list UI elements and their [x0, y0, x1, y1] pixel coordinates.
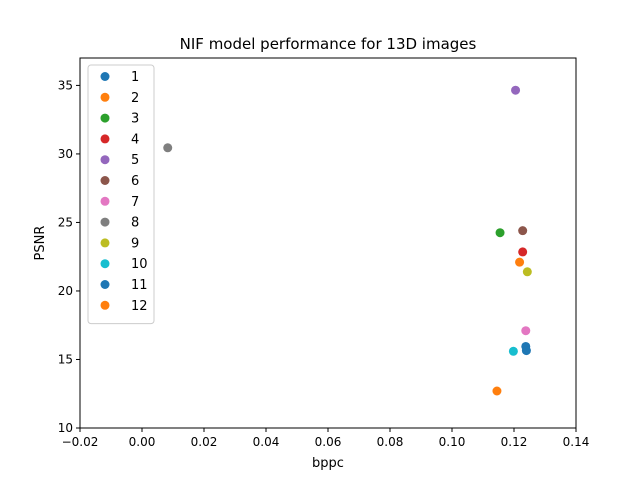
legend-label-9: 9 — [131, 236, 139, 251]
data-point-7 — [521, 326, 531, 336]
legend-marker-11 — [100, 280, 110, 289]
data-point-4 — [518, 247, 528, 257]
x-tick-label: 0.04 — [253, 435, 280, 449]
data-point-12 — [492, 386, 502, 396]
x-axis-ticks: −0.02 0.00 0.02 0.04 0.06 0.08 0.10 0.12 0.14 — [62, 428, 590, 449]
data-point-5 — [511, 85, 521, 95]
legend-marker-4 — [100, 134, 110, 144]
legend-label-5: 5 — [131, 153, 139, 168]
legend-marker-8 — [100, 217, 110, 227]
x-tick-label: 0.10 — [439, 435, 466, 449]
x-axis-label: bppc — [312, 456, 344, 471]
y-tick-label: 20 — [58, 284, 73, 298]
data-point-11 — [521, 346, 531, 356]
y-tick-label: 15 — [58, 352, 73, 366]
legend-label-8: 8 — [131, 216, 139, 231]
legend-marker-2 — [100, 92, 110, 102]
legend-marker-1 — [100, 72, 110, 81]
legend-marker-3 — [100, 113, 110, 123]
legend-label-1: 1 — [131, 70, 139, 85]
data-point-6 — [518, 226, 528, 236]
x-tick-label: 0.06 — [315, 435, 342, 449]
x-tick-label: 0.02 — [191, 435, 218, 449]
legend-box — [87, 64, 155, 325]
y-tick-label: 10 — [58, 421, 73, 435]
data-point-8 — [163, 143, 173, 153]
legend-label-3: 3 — [131, 112, 139, 127]
legend-marker-5 — [100, 155, 110, 165]
data-point-10 — [508, 346, 518, 356]
legend-label-4: 4 — [131, 132, 139, 147]
x-tick-label: 0.00 — [129, 435, 156, 449]
legend-label-7: 7 — [131, 195, 139, 210]
y-tick-label: 30 — [58, 147, 73, 161]
legend-marker-10 — [100, 259, 110, 269]
legend-marker-9 — [100, 238, 110, 248]
x-tick-label: 0.12 — [501, 435, 528, 449]
legend-marker-6 — [100, 176, 110, 185]
x-tick-label: −0.02 — [62, 435, 99, 449]
legend-marker-7 — [100, 196, 110, 206]
legend-label-6: 6 — [131, 174, 139, 189]
data-point-2 — [515, 257, 525, 267]
x-tick-label: 0.08 — [377, 435, 404, 449]
y-tick-label: 35 — [58, 78, 73, 92]
legend-marker-12 — [100, 300, 110, 310]
y-tick-label: 25 — [58, 215, 73, 229]
data-point-9 — [522, 267, 532, 277]
legend-label-10: 10 — [131, 257, 148, 272]
y-axis-label: PSNR — [33, 226, 48, 261]
x-tick-label: 0.14 — [563, 435, 590, 449]
legend-label-2: 2 — [131, 91, 139, 106]
legend-label-11: 11 — [131, 278, 148, 293]
data-points — [163, 85, 532, 396]
chart-title: NIF model performance for 13D images — [180, 35, 477, 53]
data-point-3 — [495, 228, 505, 238]
legend-label-12: 12 — [131, 299, 148, 314]
y-axis-ticks: 10 15 20 25 30 35 — [58, 78, 80, 435]
